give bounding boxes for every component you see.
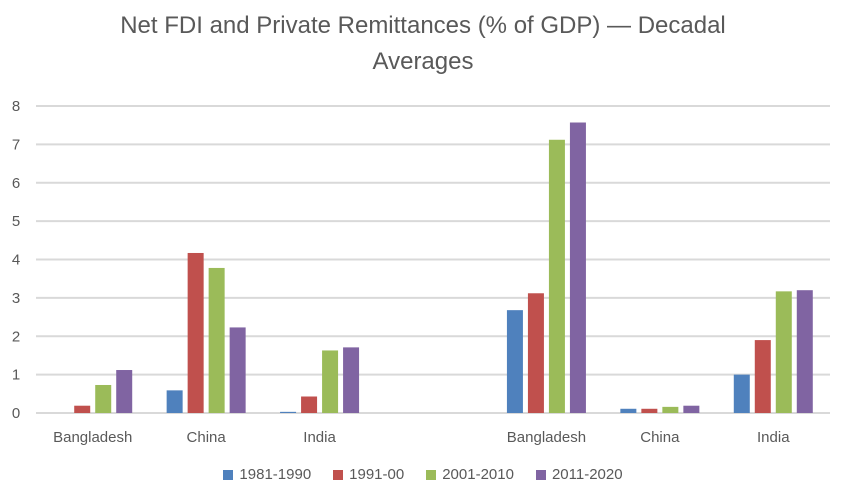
x-tick-label: India [757, 429, 790, 446]
y-tick-label: 3 [12, 290, 20, 307]
x-tick-label: Bangladesh [507, 429, 586, 446]
bar-1991-00-Bangladesh [527, 293, 544, 413]
legend-item: 2011-2020 [535, 466, 623, 483]
bar-1981-1990-India [280, 411, 297, 413]
legend: 1981-1990 1991-00 2001-2010 2011-2020 [0, 466, 846, 483]
bar-1981-1990-India [733, 374, 750, 413]
bar-2001-2010-Bangladesh [95, 384, 112, 413]
legend-item: 2001-2010 [426, 466, 514, 483]
bar-2011-2020-India [343, 347, 360, 413]
bar-1991-00-India [754, 340, 771, 413]
x-tick-label: China [640, 429, 680, 446]
legend-swatch [535, 469, 546, 480]
bar-2011-2020-Bangladesh [116, 370, 133, 413]
x-tick-label: India [303, 429, 336, 446]
bar-1981-1990-Bangladesh [506, 310, 523, 413]
y-tick-label: 6 [12, 175, 20, 192]
y-tick-label: 4 [12, 252, 20, 269]
y-tick-label: 8 [12, 98, 20, 115]
y-tick-label: 7 [12, 136, 20, 153]
legend-item: 1991-00 [333, 466, 404, 483]
bar-2011-2020-China [683, 405, 700, 413]
y-tick-label: 2 [12, 328, 20, 345]
bar-2001-2010-India [775, 291, 792, 413]
bar-2011-2020-China [229, 327, 246, 413]
legend-swatch [223, 469, 234, 480]
bar-2001-2010-Bangladesh [548, 139, 565, 413]
bar-1991-00-China [641, 408, 658, 413]
legend-label: 1981-1990 [239, 466, 312, 483]
chart-title-line2: Averages [372, 48, 474, 75]
legend-label: 2001-2010 [442, 466, 514, 483]
bar-1981-1990-China [166, 390, 183, 413]
bar-1991-00-India [301, 396, 318, 413]
legend-item: 1981-1990 [223, 466, 311, 483]
chart-title-line1: Net FDI and Private Remittances (% of GD… [120, 12, 726, 39]
legend-swatch [333, 469, 344, 480]
y-tick-label: 5 [12, 213, 20, 230]
legend-label: 2011-2020 [551, 466, 623, 483]
bar-2011-2020-India [796, 290, 813, 413]
bar-1981-1990-China [620, 408, 637, 413]
bar-2011-2020-Bangladesh [569, 122, 586, 413]
x-tick-label: Bangladesh [53, 429, 132, 446]
legend-label: 1991-00 [349, 466, 405, 483]
bar-1991-00-China [187, 252, 204, 413]
y-tick-label: 1 [12, 367, 20, 384]
bar-2001-2010-China [208, 267, 225, 413]
y-tick-label: 0 [12, 405, 20, 422]
bar-2001-2010-India [322, 350, 339, 413]
bar-2001-2010-China [662, 406, 679, 413]
legend-swatch [426, 469, 437, 480]
bar-1991-00-Bangladesh [74, 405, 91, 413]
x-tick-label: China [187, 429, 227, 446]
